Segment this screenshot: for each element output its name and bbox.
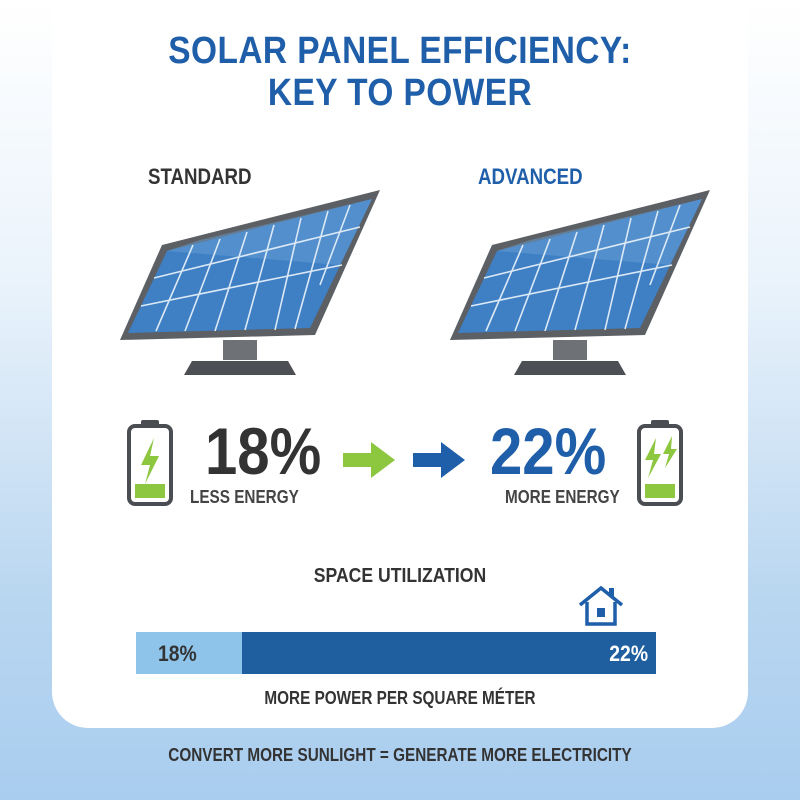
space-utilization-bar: 18% 22%: [136, 632, 656, 674]
advanced-bar-value: 22%: [609, 641, 648, 666]
standard-efficiency-value: 18%: [205, 414, 322, 488]
standard-label: STANDARD: [148, 164, 252, 189]
advanced-label: ADVANCED: [478, 164, 583, 189]
advanced-bar-segment: 22%: [242, 632, 656, 674]
battery-charging-icon: [127, 420, 173, 506]
space-utilization-title: SPACE UTILIZATION: [313, 565, 487, 587]
title-line-2: KEY TO POWER: [267, 72, 533, 114]
advanced-description: MORE ENERGY: [505, 487, 620, 507]
solar-panel-standard-icon: [120, 190, 380, 375]
content-card: [52, 0, 748, 728]
space-caption: MORE POWER PER SQUARE MÉTER: [264, 688, 536, 708]
standard-description: LESS ENERGY: [190, 487, 299, 507]
title-line-1: SOLAR PANEL EFFICIENCY:: [168, 30, 632, 72]
standard-bar-segment: 18%: [136, 632, 242, 674]
solar-panel-advanced-icon: [450, 190, 710, 375]
house-icon: [578, 585, 624, 626]
battery-double-bolt-icon: [637, 420, 683, 506]
standard-bar-value: 18%: [158, 641, 197, 666]
advanced-efficiency-value: 22%: [490, 414, 607, 488]
page-title: SOLAR PANEL EFFICIENCY: KEY TO POWER: [48, 30, 752, 114]
footer-tagline: CONVERT MORE SUNLIGHT = GENERATE MORE EL…: [168, 745, 632, 765]
green-arrow-right-icon: [343, 442, 395, 478]
blue-arrow-right-icon: [413, 442, 465, 478]
